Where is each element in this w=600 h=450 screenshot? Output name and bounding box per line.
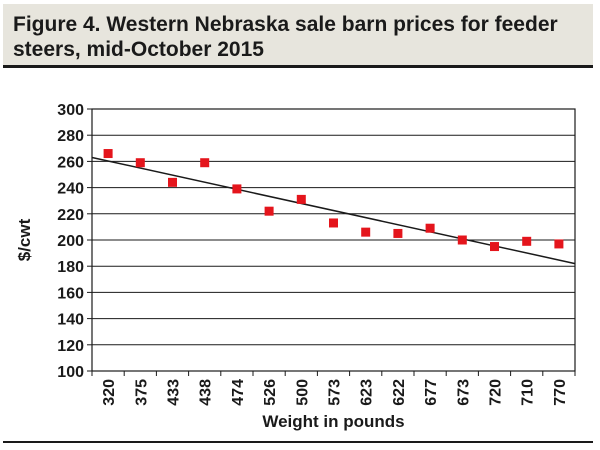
gridlines <box>92 108 575 372</box>
y-tick-label: 140 <box>57 312 84 329</box>
x-tick-label: 320 <box>101 379 118 406</box>
x-tick-label: 720 <box>488 379 505 406</box>
data-point <box>296 194 306 204</box>
data-point <box>393 228 403 238</box>
y-tick-label: 220 <box>57 207 84 224</box>
data-point <box>264 206 274 216</box>
x-tick-label: 623 <box>359 379 376 406</box>
y-tick-label: 200 <box>57 233 84 250</box>
x-tick-label: 622 <box>391 379 408 406</box>
x-tick-label: 438 <box>198 379 215 406</box>
data-points <box>103 149 564 252</box>
x-tick-label: 500 <box>294 379 311 406</box>
data-point <box>200 158 210 168</box>
x-tick-label: 573 <box>327 379 344 406</box>
x-tick-label: 474 <box>230 379 247 406</box>
y-axis-ticks: 100 120 140 160 180 200 220 240 260 280 300 <box>57 102 92 381</box>
data-point <box>425 223 435 233</box>
data-point <box>232 184 242 194</box>
y-tick-label: 280 <box>57 128 84 145</box>
x-axis-label: Weight in pounds <box>262 412 404 431</box>
x-tick-label: 677 <box>423 379 440 406</box>
x-tick-label: 433 <box>166 379 183 406</box>
figure-title-band: Figure 4. Western Nebraska sale barn pri… <box>3 4 593 68</box>
y-tick-label: 100 <box>57 364 84 381</box>
x-tick-label: 375 <box>133 379 150 406</box>
y-tick-label: 300 <box>57 102 84 119</box>
x-tick-label: 526 <box>262 379 279 406</box>
data-point <box>103 149 113 159</box>
data-point <box>457 235 467 245</box>
figure-title: Figure 4. Western Nebraska sale barn pri… <box>13 13 558 61</box>
y-tick-label: 160 <box>57 285 84 302</box>
y-tick-label: 180 <box>57 259 84 276</box>
x-tick-label: 673 <box>455 379 472 406</box>
data-point <box>490 242 499 252</box>
trendline <box>91 156 576 265</box>
x-tick-label: 710 <box>520 379 537 406</box>
data-point <box>522 236 532 246</box>
y-tick-label: 120 <box>57 338 84 355</box>
y-tick-label: 240 <box>57 181 84 198</box>
x-axis-ticks: 320 375 433 438 474 526 500 573 623 622 677 673 720 7… <box>91 371 576 406</box>
data-point <box>329 218 338 228</box>
data-point <box>361 227 371 237</box>
y-tick-label: 260 <box>57 154 84 171</box>
data-point <box>135 158 145 168</box>
bottom-rule <box>3 441 593 443</box>
y-axis-label: $/cwt <box>15 218 34 261</box>
data-point <box>168 177 177 187</box>
data-point <box>554 239 564 249</box>
x-tick-label: 770 <box>552 379 569 406</box>
